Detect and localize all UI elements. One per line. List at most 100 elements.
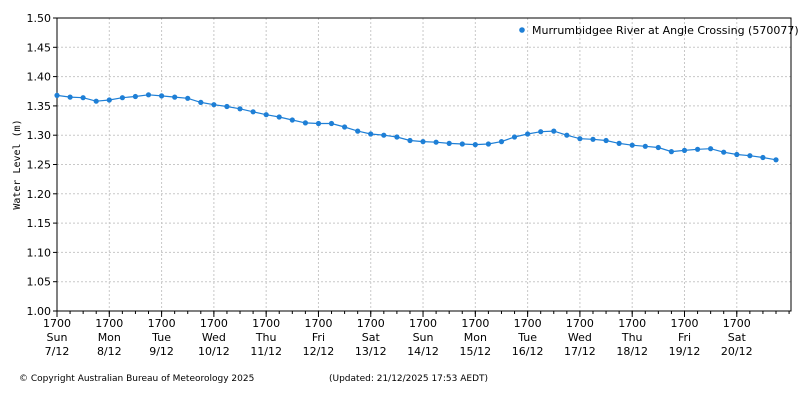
x-tick-date: 7/12 (45, 345, 70, 358)
data-point (681, 147, 688, 153)
x-tick-day: Tue (151, 331, 171, 344)
data-point (198, 99, 204, 105)
y-axis-label: Water Level (m) (12, 119, 23, 209)
data-point (747, 153, 753, 159)
x-tick-time: 1700 (514, 317, 542, 330)
updated-timestamp: (Updated: 21/12/2025 17:53 AEDT) (329, 374, 489, 384)
data-point (629, 142, 635, 148)
x-tick-date: 17/12 (564, 345, 596, 358)
data-point (538, 129, 544, 135)
copyright-text: © Copyright Australian Bureau of Meteoro… (19, 374, 255, 384)
x-tick-time: 1700 (566, 317, 594, 330)
data-point (106, 97, 112, 103)
y-tick-label: 1.50 (27, 12, 52, 25)
data-point (472, 142, 478, 148)
data-point (80, 95, 86, 101)
x-tick-time: 1700 (723, 317, 751, 330)
data-point (420, 139, 426, 145)
data-point (655, 144, 661, 151)
legend-marker (519, 27, 525, 33)
x-tick-date: 9/12 (149, 345, 174, 358)
x-tick-date: 8/12 (97, 345, 122, 358)
data-point (721, 149, 727, 155)
data-point (224, 103, 230, 110)
x-tick-time: 1700 (304, 317, 332, 330)
data-point (564, 132, 570, 138)
x-tick-date: 11/12 (250, 345, 282, 358)
x-tick-time: 1700 (200, 317, 228, 330)
x-tick-date: 18/12 (616, 345, 648, 358)
y-tick-label: 1.00 (27, 305, 52, 318)
data-point (734, 151, 740, 158)
data-point (315, 120, 322, 127)
data-point (237, 106, 243, 112)
x-tick-day: Thu (255, 331, 277, 344)
x-tick-day: Mon (98, 331, 121, 344)
plot-area (57, 18, 791, 311)
data-point (695, 146, 701, 152)
data-point (145, 92, 152, 98)
data-point (172, 94, 178, 100)
x-tick-date: 20/12 (721, 345, 753, 358)
data-point (381, 132, 387, 138)
x-tick-day: Tue (517, 331, 537, 344)
x-tick-time: 1700 (618, 317, 646, 330)
y-tick-label: 1.15 (27, 217, 52, 230)
x-tick-day: Mon (464, 331, 487, 344)
data-point (368, 131, 374, 137)
data-point (342, 124, 348, 130)
data-point (668, 149, 675, 155)
x-tick-time: 1700 (357, 317, 385, 330)
x-tick-date: 14/12 (407, 345, 439, 358)
data-point (93, 98, 99, 104)
data-point (119, 95, 125, 101)
data-point (603, 137, 609, 144)
x-tick-date: 12/12 (303, 345, 335, 358)
x-tick-day: Wed (568, 331, 592, 344)
data-point (708, 146, 714, 152)
x-tick-day: Wed (202, 331, 226, 344)
data-point (67, 94, 73, 100)
data-point (276, 114, 282, 120)
data-point (263, 112, 269, 118)
data-point (211, 102, 217, 108)
data-point (328, 120, 335, 127)
data-point (250, 109, 256, 115)
data-point (760, 154, 766, 161)
y-tick-label: 1.30 (27, 129, 52, 142)
x-tick-time: 1700 (43, 317, 71, 330)
x-tick-day: Thu (621, 331, 643, 344)
x-tick-time: 1700 (670, 317, 698, 330)
data-point (577, 136, 583, 142)
data-point (446, 140, 452, 146)
data-point (511, 134, 518, 140)
data-point (616, 140, 622, 146)
data-point (485, 141, 491, 147)
data-point (407, 137, 413, 144)
data-point (525, 131, 531, 137)
x-tick-time: 1700 (95, 317, 123, 330)
data-point (394, 134, 400, 140)
data-point (642, 143, 648, 149)
y-tick-label: 1.35 (27, 100, 52, 113)
data-point (773, 157, 779, 163)
data-point (289, 117, 295, 123)
data-point (159, 93, 165, 99)
data-point (132, 93, 138, 100)
x-tick-time: 1700 (409, 317, 437, 330)
x-tick-date: 10/12 (198, 345, 230, 358)
plot-border (56, 17, 792, 312)
data-point (433, 139, 439, 145)
x-tick-day: Sat (728, 331, 747, 344)
x-tick-day: Sun (413, 331, 434, 344)
x-tick-time: 1700 (252, 317, 280, 330)
x-tick-date: 19/12 (669, 345, 701, 358)
data-point (185, 95, 191, 101)
x-tick-date: 16/12 (512, 345, 544, 358)
x-tick-day: Fri (312, 331, 325, 344)
y-tick-label: 1.40 (27, 71, 52, 84)
y-tick-label: 1.25 (27, 159, 52, 172)
x-tick-day: Sun (47, 331, 68, 344)
